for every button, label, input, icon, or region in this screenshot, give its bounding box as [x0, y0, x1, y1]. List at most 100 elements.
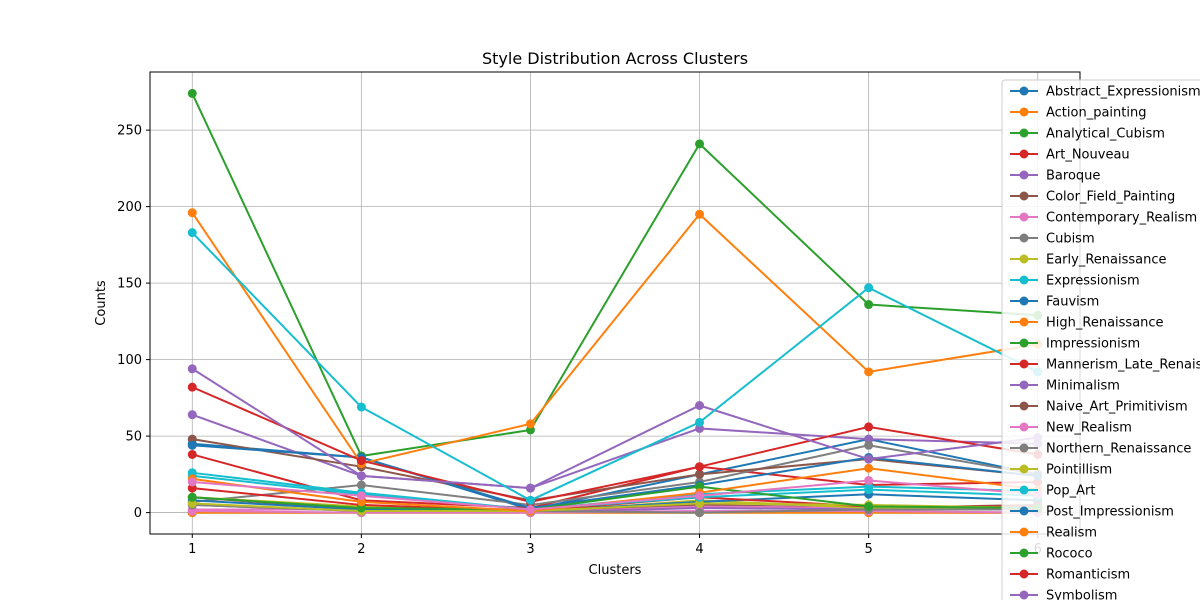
legend-marker [1019, 86, 1029, 96]
data-point [864, 283, 874, 293]
series-line [192, 438, 1038, 502]
legend-label: Fauvism [1046, 295, 1099, 310]
legend-marker [1019, 170, 1029, 180]
y-tick-label: 150 [117, 277, 142, 292]
legend-marker [1019, 191, 1029, 201]
x-axis-label: Clusters [589, 563, 642, 578]
legend-label: Naive_Art_Primitivism [1046, 400, 1188, 415]
legend-marker [1019, 296, 1029, 306]
legend-item: Impressionism [1010, 337, 1140, 352]
legend-label: Realism [1046, 526, 1097, 541]
data-point [864, 422, 874, 432]
data-point [187, 364, 197, 374]
series-cubism [187, 440, 1043, 510]
data-point [525, 483, 535, 493]
data-point [187, 208, 197, 218]
legend-label: Northern_Renaissance [1046, 442, 1191, 457]
legend-item: High_Renaissance [1010, 316, 1164, 331]
legend-marker [1019, 275, 1029, 285]
series-baroque [187, 410, 1043, 493]
data-point [864, 485, 874, 495]
data-point [356, 471, 366, 481]
legend-item: Analytical_Cubism [1010, 127, 1165, 142]
legend-marker [1019, 401, 1029, 411]
series-impressionism [187, 88, 1043, 461]
x-tick-label: 3 [526, 542, 534, 557]
y-tick-label: 100 [117, 353, 142, 368]
legend-marker [1019, 317, 1029, 327]
legend-item: Pop_Art [1010, 484, 1095, 499]
legend-marker [1019, 485, 1029, 495]
data-point [695, 508, 705, 518]
legend-item: Action_painting [1010, 106, 1146, 121]
legend-item: Post_Impressionism [1010, 505, 1174, 520]
legend-label: Symbolism [1046, 589, 1117, 600]
data-point [864, 367, 874, 377]
legend-item: Northern_Renaissance [1010, 442, 1191, 457]
data-point [864, 475, 874, 485]
legend-marker [1019, 149, 1029, 159]
data-point [525, 495, 535, 505]
data-point [695, 139, 705, 149]
legend-item: Mannerism_Late_Renaissance [1010, 358, 1200, 373]
data-point [356, 491, 366, 501]
legend-marker [1019, 569, 1029, 579]
data-point [864, 300, 874, 310]
x-tick-label: 2 [357, 542, 365, 557]
series-line [192, 479, 1038, 511]
series-line [191, 367, 1038, 490]
legend-label: New_Realism [1046, 421, 1132, 436]
data-point [356, 402, 366, 412]
y-tick-label: 250 [117, 124, 142, 139]
legend-marker [1019, 128, 1029, 138]
legend-item: Realism [1010, 526, 1097, 541]
legend-label: Action_painting [1046, 106, 1146, 121]
data-point [695, 209, 705, 219]
data-point [356, 480, 366, 490]
legend-label: Minimalism [1046, 379, 1120, 394]
legend-item: Contemporary_Realism [1010, 211, 1197, 226]
legend-item: Cubism [1010, 232, 1095, 247]
data-point [187, 410, 197, 420]
legend-item: Minimalism [1010, 379, 1120, 394]
data-point [187, 477, 197, 487]
legend-item: Romanticism [1010, 568, 1130, 583]
legend-label: Expressionism [1046, 274, 1140, 289]
series-line [192, 502, 1038, 513]
data-point [187, 440, 197, 450]
series-line [191, 386, 1038, 503]
legend-item: Pointillism [1010, 463, 1112, 478]
legend-item: Art_Nouveau [1010, 148, 1130, 163]
legend-label: Contemporary_Realism [1046, 211, 1197, 226]
legend-marker [1019, 212, 1029, 222]
data-point [187, 492, 197, 502]
legend-label: Rococo [1046, 547, 1093, 562]
legend-marker [1019, 527, 1029, 537]
legend-label: Pop_Art [1046, 484, 1095, 499]
legend-label: Art_Nouveau [1046, 148, 1130, 163]
data-point [187, 449, 197, 459]
legend-marker [1019, 380, 1029, 390]
legend-item: Abstract_Expressionism [1010, 85, 1200, 100]
series-line [192, 444, 1038, 506]
legend-item: New_Realism [1010, 421, 1132, 436]
legend-marker [1019, 233, 1029, 243]
legend-marker [1019, 443, 1029, 453]
data-point [864, 501, 874, 511]
y-tick-label: 50 [125, 430, 142, 445]
series-line [191, 212, 1038, 465]
data-point [187, 228, 197, 238]
data-point [695, 400, 705, 410]
data-point [525, 419, 535, 429]
chart-title: Style Distribution Across Clusters [482, 49, 748, 68]
series-realism [187, 208, 1043, 469]
data-point [695, 417, 705, 427]
series-line [191, 92, 1038, 458]
series-lines [187, 88, 1043, 518]
legend-label: Post_Impressionism [1046, 505, 1174, 520]
x-tick-label: 5 [864, 542, 872, 557]
data-point [695, 491, 705, 501]
data-point [187, 382, 197, 392]
legend-marker [1019, 590, 1029, 600]
